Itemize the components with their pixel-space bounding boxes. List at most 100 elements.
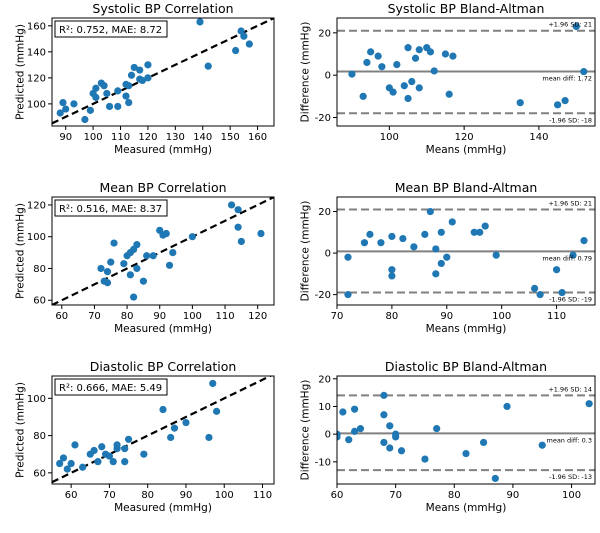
x-tick-label: 100 <box>492 311 511 322</box>
data-point <box>448 218 456 226</box>
y-axis-label: Predicted (mmHg) <box>15 24 27 120</box>
x-tick-label: 70 <box>331 311 344 322</box>
x-tick-label: 150 <box>221 132 240 143</box>
data-point <box>388 266 396 274</box>
x-tick-label: 100 <box>183 311 202 322</box>
stats-annotation: R²: 0.516, MAE: 8.37 <box>54 199 168 217</box>
data-point <box>188 233 196 241</box>
data-point <box>107 258 115 266</box>
data-point <box>410 243 418 251</box>
y-tick-label: -10 <box>315 457 331 468</box>
data-point <box>144 61 152 69</box>
data-point <box>558 288 566 297</box>
chart-title: Mean BP Bland-Altman <box>395 180 538 195</box>
data-point <box>531 284 539 292</box>
data-point <box>344 291 352 299</box>
data-point <box>580 237 588 245</box>
plot-area <box>337 207 595 299</box>
x-tick-label: 60 <box>55 311 68 322</box>
chart-panel-4: Mean BP Bland-Altman Means (mmHg) Differen… <box>300 180 596 335</box>
stats-text: R²: 0.752, MAE: 8.72 <box>59 25 162 36</box>
data-point <box>130 293 138 301</box>
x-tick-label: 70 <box>88 311 101 322</box>
data-point <box>114 87 122 95</box>
data-point <box>561 96 569 105</box>
x-tick-label: 90 <box>440 311 453 322</box>
data-point <box>62 105 70 113</box>
y-tick-label: 0 <box>325 430 331 441</box>
data-point <box>196 18 204 26</box>
data-point <box>209 379 217 388</box>
chart-title: Mean BP Correlation <box>99 180 226 195</box>
data-point <box>479 438 488 447</box>
data-point <box>404 44 412 52</box>
data-point <box>572 22 580 31</box>
data-point <box>433 425 441 433</box>
data-point <box>411 54 420 62</box>
data-point <box>105 452 114 460</box>
y-tick-label: 10 <box>318 402 331 413</box>
y-tick-label: 20 <box>318 207 331 218</box>
stats-box <box>54 378 168 396</box>
data-point <box>470 228 478 236</box>
data-point <box>377 239 385 247</box>
data-point <box>234 206 242 214</box>
identity-line <box>52 376 273 484</box>
data-point <box>399 234 407 243</box>
stats-annotation: R²: 0.666, MAE: 5.49 <box>54 378 168 396</box>
data-point <box>97 264 105 273</box>
stats-box <box>54 199 168 217</box>
x-axis-label: Measured (mmHg) <box>114 144 212 156</box>
x-tick-label: 130 <box>166 132 185 143</box>
data-point <box>71 441 79 449</box>
plot-area <box>337 22 595 115</box>
data-point <box>445 90 453 98</box>
y-axis-label: Difference (mmHg) <box>300 380 312 481</box>
chart-panel-3: Mean BP Correlation Measured (mmHg) Predic… <box>15 180 275 335</box>
x-tick-label: 100 <box>380 132 399 143</box>
data-point <box>121 445 129 453</box>
data-point <box>476 228 484 236</box>
y-axis-label: Predicted (mmHg) <box>15 203 27 299</box>
data-point <box>240 32 248 40</box>
data-point <box>109 458 117 466</box>
data-point <box>449 52 457 60</box>
y-tick-label: 160 <box>27 21 46 32</box>
data-point <box>121 458 129 466</box>
data-point <box>462 449 470 458</box>
data-point <box>441 50 450 58</box>
x-axis-label: Measured (mmHg) <box>114 323 212 335</box>
chart-panel-6: Diastolic BP Bland-Altman Means (mmHg) Dif… <box>300 359 596 514</box>
y-tick-label: 0 <box>325 249 331 260</box>
plot-frame <box>336 196 596 306</box>
stats-text: R²: 0.516, MAE: 8.37 <box>59 204 162 215</box>
data-point <box>378 63 386 71</box>
data-point <box>63 465 71 473</box>
x-tick-label: 70 <box>389 490 402 501</box>
data-point <box>432 245 440 253</box>
y-tick-label: 80 <box>33 431 46 442</box>
y-tick-label: 60 <box>33 296 46 307</box>
x-tick-label: 90 <box>180 490 193 501</box>
x-tick-label: 110 <box>111 132 130 143</box>
data-point <box>139 277 148 285</box>
mean-diff-label: mean diff: 0.3 <box>546 436 592 444</box>
data-point <box>133 264 141 273</box>
data-point <box>348 70 356 78</box>
data-point <box>397 447 406 455</box>
chart-title: Systolic BP Correlation <box>92 1 233 16</box>
chart-title: Diastolic BP Correlation <box>90 359 237 374</box>
x-tick-label: 60 <box>331 490 344 501</box>
data-point <box>552 266 561 274</box>
x-tick-label: 90 <box>59 132 72 143</box>
x-tick-label: 70 <box>103 490 116 501</box>
y-tick-label: 100 <box>27 99 46 110</box>
data-point <box>79 463 87 471</box>
x-tick-label: 60 <box>65 490 78 501</box>
x-tick-label: 100 <box>215 490 234 501</box>
data-point <box>127 71 136 79</box>
x-tick-label: 160 <box>248 132 267 143</box>
data-point <box>337 433 341 441</box>
lower-loa-label: -1.96 SD: -19 <box>549 296 592 304</box>
chart-title: Systolic BP Bland-Altman <box>388 1 545 16</box>
